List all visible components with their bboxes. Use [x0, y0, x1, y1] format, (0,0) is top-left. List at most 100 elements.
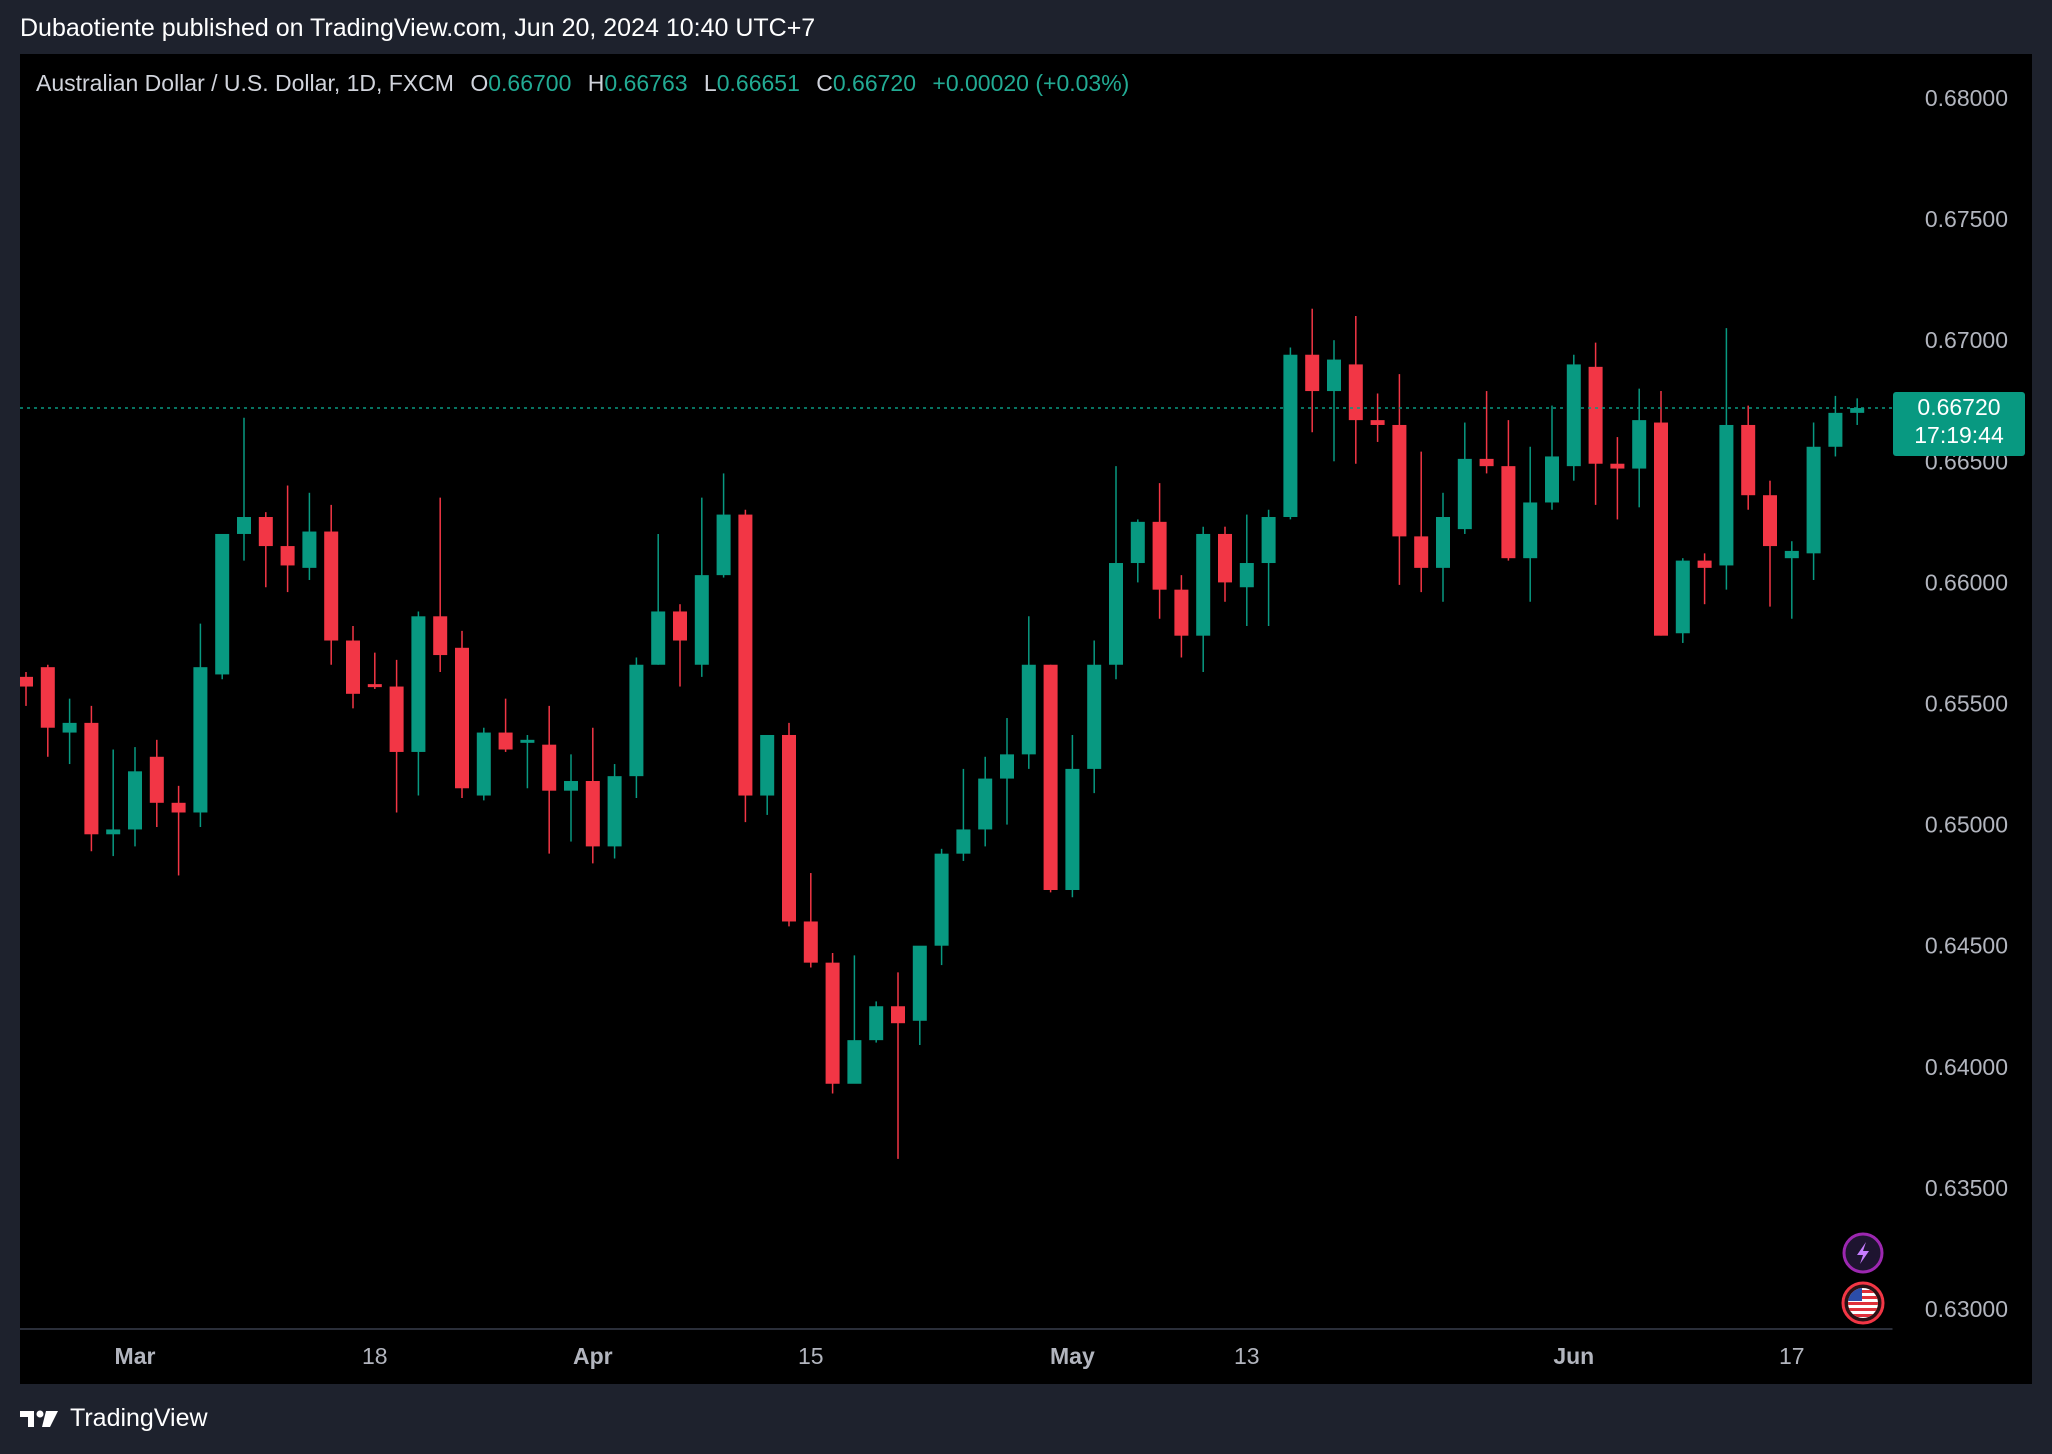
candle: [825, 952, 840, 1094]
candle-body: [171, 802, 186, 813]
candle-body: [1414, 536, 1429, 568]
candle-body: [498, 732, 513, 750]
candle: [1545, 405, 1559, 510]
open-value: 0.66700: [488, 70, 572, 96]
price-tick-label: 0.63500: [1925, 1175, 2008, 1201]
candle: [1523, 446, 1538, 602]
open-label: O: [470, 70, 489, 96]
candle-body: [1000, 754, 1014, 779]
candle: [694, 497, 709, 677]
candle-body: [673, 611, 687, 641]
candle: [1414, 451, 1429, 593]
price-tag[interactable]: 0.66720 17:19:44: [1893, 392, 2025, 457]
candle: [498, 698, 513, 752]
candle-body: [1523, 502, 1538, 559]
candle-body: [84, 722, 99, 835]
candle: [1196, 526, 1211, 673]
candle-body: [1305, 354, 1320, 392]
time-tick-label: Mar: [115, 1343, 156, 1369]
candle-body: [738, 514, 753, 796]
candle: [891, 972, 905, 1159]
candle-body: [1479, 458, 1494, 467]
candle-body: [1130, 521, 1145, 564]
candle: [389, 659, 404, 813]
candle: [1566, 354, 1581, 481]
chart-panel[interactable]: 0.68000 0.67500 0.67000 0.66500 0.66000 0.655…: [20, 54, 2032, 1384]
candle: [869, 1001, 884, 1043]
candle: [585, 727, 600, 864]
candle-body: [564, 781, 578, 791]
candle-body: [258, 517, 273, 547]
candle-body: [1501, 466, 1516, 559]
candle: [1675, 558, 1690, 643]
candle-body: [607, 776, 622, 847]
candle: [1087, 640, 1102, 794]
candle: [1763, 480, 1777, 607]
candle: [760, 734, 775, 815]
us-flag-icon[interactable]: [1841, 1281, 1885, 1325]
candle: [1000, 718, 1014, 825]
candle: [40, 664, 55, 757]
candle: [1261, 509, 1276, 626]
candle-body: [40, 667, 55, 728]
candle: [847, 955, 862, 1084]
candle: [1043, 664, 1058, 893]
candle-body: [1087, 664, 1102, 769]
footer-brand[interactable]: TradingView: [70, 1404, 208, 1432]
candle-body: [1566, 364, 1581, 467]
candle: [673, 604, 687, 687]
candle: [1392, 374, 1407, 585]
time-tick-label: 13: [1234, 1343, 1260, 1369]
candle-body: [1763, 495, 1777, 547]
time-tick-label: May: [1050, 1343, 1095, 1369]
candle-body: [956, 829, 971, 854]
candle-body: [803, 921, 818, 963]
candle: [1305, 308, 1320, 433]
price-tick-label: 0.67500: [1925, 206, 2008, 232]
candle-body: [542, 744, 557, 791]
candle-body: [1457, 458, 1472, 530]
candle: [1632, 388, 1647, 508]
candle: [84, 705, 99, 852]
candle: [62, 698, 77, 765]
candle-body: [782, 734, 796, 922]
candle: [128, 747, 142, 847]
candle: [1741, 405, 1756, 510]
candle: [1109, 466, 1123, 680]
candle: [1588, 342, 1603, 505]
candle: [564, 754, 578, 842]
candle-body: [1043, 664, 1058, 890]
candle: [803, 873, 818, 968]
price-tick-label: 0.68000: [1925, 85, 2008, 111]
candle-body: [629, 664, 644, 777]
candle: [542, 705, 557, 854]
candle: [1218, 526, 1232, 602]
candle: [455, 630, 469, 798]
candle-body: [1392, 424, 1407, 537]
candle: [651, 533, 666, 665]
price-tag-background: [1893, 392, 2025, 457]
candle-body: [978, 778, 993, 830]
candle: [149, 739, 164, 828]
candle-body: [1850, 408, 1865, 413]
candle-body: [302, 531, 317, 568]
candle-body: [193, 667, 208, 813]
candle: [476, 727, 491, 801]
candlestick-chart[interactable]: 0.680000.675000.670000.665000.660000.655…: [20, 54, 2032, 1384]
candle-body: [520, 739, 535, 743]
candle-body: [1828, 412, 1843, 447]
candle-body: [1654, 422, 1668, 636]
lightning-icon[interactable]: [1842, 1232, 1884, 1274]
candle: [1850, 398, 1865, 425]
candle-body: [433, 616, 448, 656]
symbol-legend[interactable]: Australian Dollar / U.S. Dollar, 1D, FXC…: [36, 70, 1129, 97]
candle-body: [1545, 456, 1559, 503]
candle-body: [1283, 354, 1298, 518]
candle-body: [1719, 424, 1734, 566]
candle: [1654, 391, 1668, 636]
time-tick-label: Jun: [1553, 1343, 1594, 1369]
symbol-title: Australian Dollar / U.S. Dollar, 1D, FXC…: [36, 70, 454, 96]
tradingview-logo-icon[interactable]: [20, 1409, 60, 1429]
candle-body: [1152, 521, 1167, 590]
high-label: H: [587, 70, 605, 96]
